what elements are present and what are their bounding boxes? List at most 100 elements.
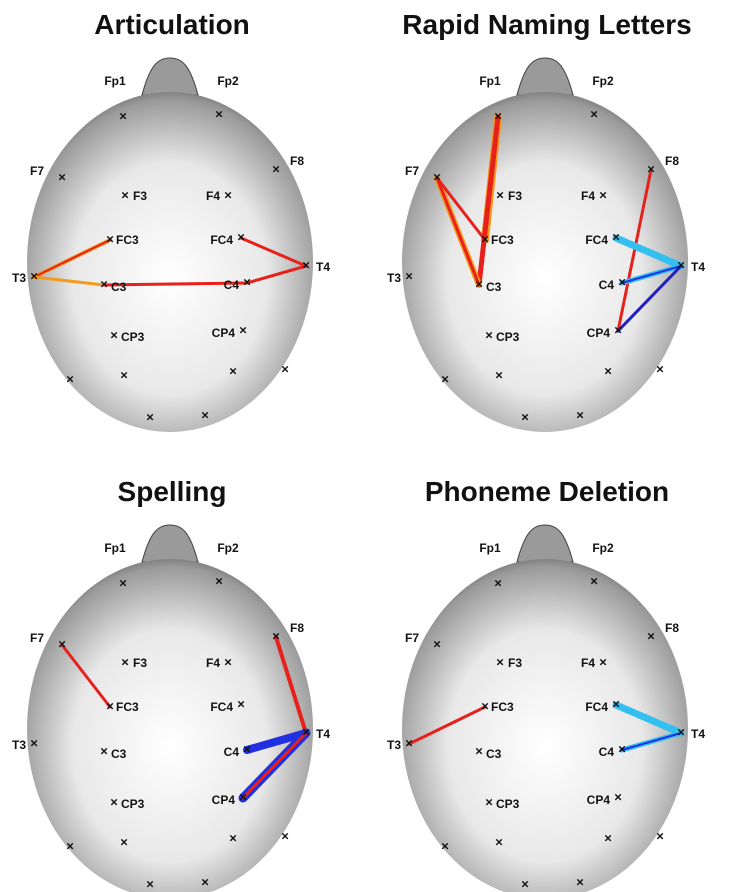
electrode-marker: × [656, 828, 664, 843]
electrode-marker: × [441, 371, 449, 386]
electrode-label: C3 [111, 747, 127, 761]
electrode-label: C4 [224, 745, 240, 759]
electrode-label: F7 [405, 164, 419, 178]
electrode-marker: × [496, 654, 504, 669]
electrode-marker: × [441, 838, 449, 853]
panel-title: Rapid Naming Letters [402, 9, 691, 40]
electrode-marker: × [239, 789, 247, 804]
electrode-marker: × [281, 361, 289, 376]
electrode-label: CP3 [496, 330, 520, 344]
electrode-label: Fp1 [104, 541, 126, 555]
head-panel: Rapid Naming Letters×××××××Fp1×Fp2×F7×F8… [387, 9, 705, 432]
electrode-label: FC3 [116, 700, 139, 714]
electrode-label: F4 [206, 189, 220, 203]
electrode-marker: × [614, 789, 622, 804]
electrode-marker: × [224, 654, 232, 669]
electrode-marker: × [656, 361, 664, 376]
electrode-marker: × [599, 187, 607, 202]
electrode-marker: × [405, 268, 413, 283]
electrode-marker: × [243, 274, 251, 289]
electrode-marker: × [110, 327, 118, 342]
head-panel: Spelling×××××××Fp1×Fp2×F7×F8×F3×F4×FC3×F… [12, 476, 330, 892]
panel-title: Articulation [94, 9, 250, 40]
nose [517, 58, 573, 95]
nose [142, 58, 198, 95]
electrode-label: FC3 [116, 233, 139, 247]
electrode-label: F4 [581, 189, 595, 203]
electrode-marker: × [590, 573, 598, 588]
electrode-marker: × [496, 187, 504, 202]
electrode-marker: × [405, 735, 413, 750]
electrode-marker: × [119, 575, 127, 590]
electrode-marker: × [30, 735, 38, 750]
electrode-marker: × [521, 409, 529, 424]
electrode-label: FC3 [491, 233, 514, 247]
electrode-marker: × [146, 409, 154, 424]
electrode-marker: × [433, 169, 441, 184]
electrode-label: FC4 [585, 700, 608, 714]
figure: Articulation × × × × × × × Fp1 × Fp2 × F7 × F8 × F3 × F4 × F… [0, 0, 732, 892]
electrode-label: C4 [599, 745, 615, 759]
electrode-marker: × [106, 698, 114, 713]
electrode-label: C3 [486, 280, 502, 294]
electrode-marker: × [618, 741, 626, 756]
electrode-label: FC4 [210, 233, 233, 247]
electrode-marker: × [237, 229, 245, 244]
electrode-marker: × [576, 874, 584, 889]
electrode-marker: × [521, 876, 529, 891]
electrode-label: CP3 [121, 797, 145, 811]
electrode-label: F8 [290, 154, 304, 168]
electrode-marker: × [119, 108, 127, 123]
electrode-marker: × [475, 276, 483, 291]
electrode-label: CP4 [212, 326, 236, 340]
electrode-label: Fp1 [104, 74, 126, 88]
electrode-marker: × [612, 696, 620, 711]
electrode-marker: × [481, 231, 489, 246]
electrode-marker: × [106, 231, 114, 246]
electrode-marker: × [58, 636, 66, 651]
electrode-marker: × [494, 575, 502, 590]
electrode-marker: × [614, 322, 622, 337]
electrode-label: T3 [12, 738, 26, 752]
electrode-marker: × [272, 628, 280, 643]
electrode-label: Fp2 [217, 74, 239, 88]
electrode-label: C4 [599, 278, 615, 292]
electrode-label: T3 [387, 738, 401, 752]
electrode-marker: × [494, 108, 502, 123]
electrode-label: T4 [316, 727, 330, 741]
electrode-label: CP4 [587, 793, 611, 807]
electrode-label: F3 [508, 656, 522, 670]
electrode-marker: × [647, 628, 655, 643]
electrode-marker: × [121, 654, 129, 669]
electrode-label: F7 [30, 631, 44, 645]
electrode-marker: × [604, 363, 612, 378]
electrode-label: FC4 [585, 233, 608, 247]
electrode-label: CP4 [212, 793, 236, 807]
electrode-marker: × [475, 743, 483, 758]
electrode-label: C3 [486, 747, 502, 761]
electrode-marker: × [281, 828, 289, 843]
electrode-marker: × [120, 367, 128, 382]
electrode-label: F8 [665, 621, 679, 635]
electrode-label: Fp2 [592, 74, 614, 88]
head-panel: Phoneme Deletion×××××××Fp1×Fp2×F7×F8×F3×… [387, 476, 705, 892]
electrode-marker: × [66, 838, 74, 853]
electrode-label: T4 [691, 260, 705, 274]
electrode-marker: × [237, 696, 245, 711]
electrode-marker: × [100, 276, 108, 291]
electrode-marker: × [30, 268, 38, 283]
electrode-label: Fp1 [479, 541, 501, 555]
electrode-label: F4 [581, 656, 595, 670]
electrode-label: F8 [665, 154, 679, 168]
electrode-label: F7 [30, 164, 44, 178]
electrode-marker: × [433, 636, 441, 651]
electrode-marker: × [618, 274, 626, 289]
electrode-label: F7 [405, 631, 419, 645]
electrode-marker: × [229, 363, 237, 378]
electrode-marker: × [58, 169, 66, 184]
electrode-marker: × [110, 794, 118, 809]
electrode-label: FC4 [210, 700, 233, 714]
electrode-label: F3 [133, 189, 147, 203]
electrode-marker: × [146, 876, 154, 891]
head-panel: Articulation×××××××Fp1×Fp2×F7×F8×F3×F4×F… [12, 9, 330, 432]
